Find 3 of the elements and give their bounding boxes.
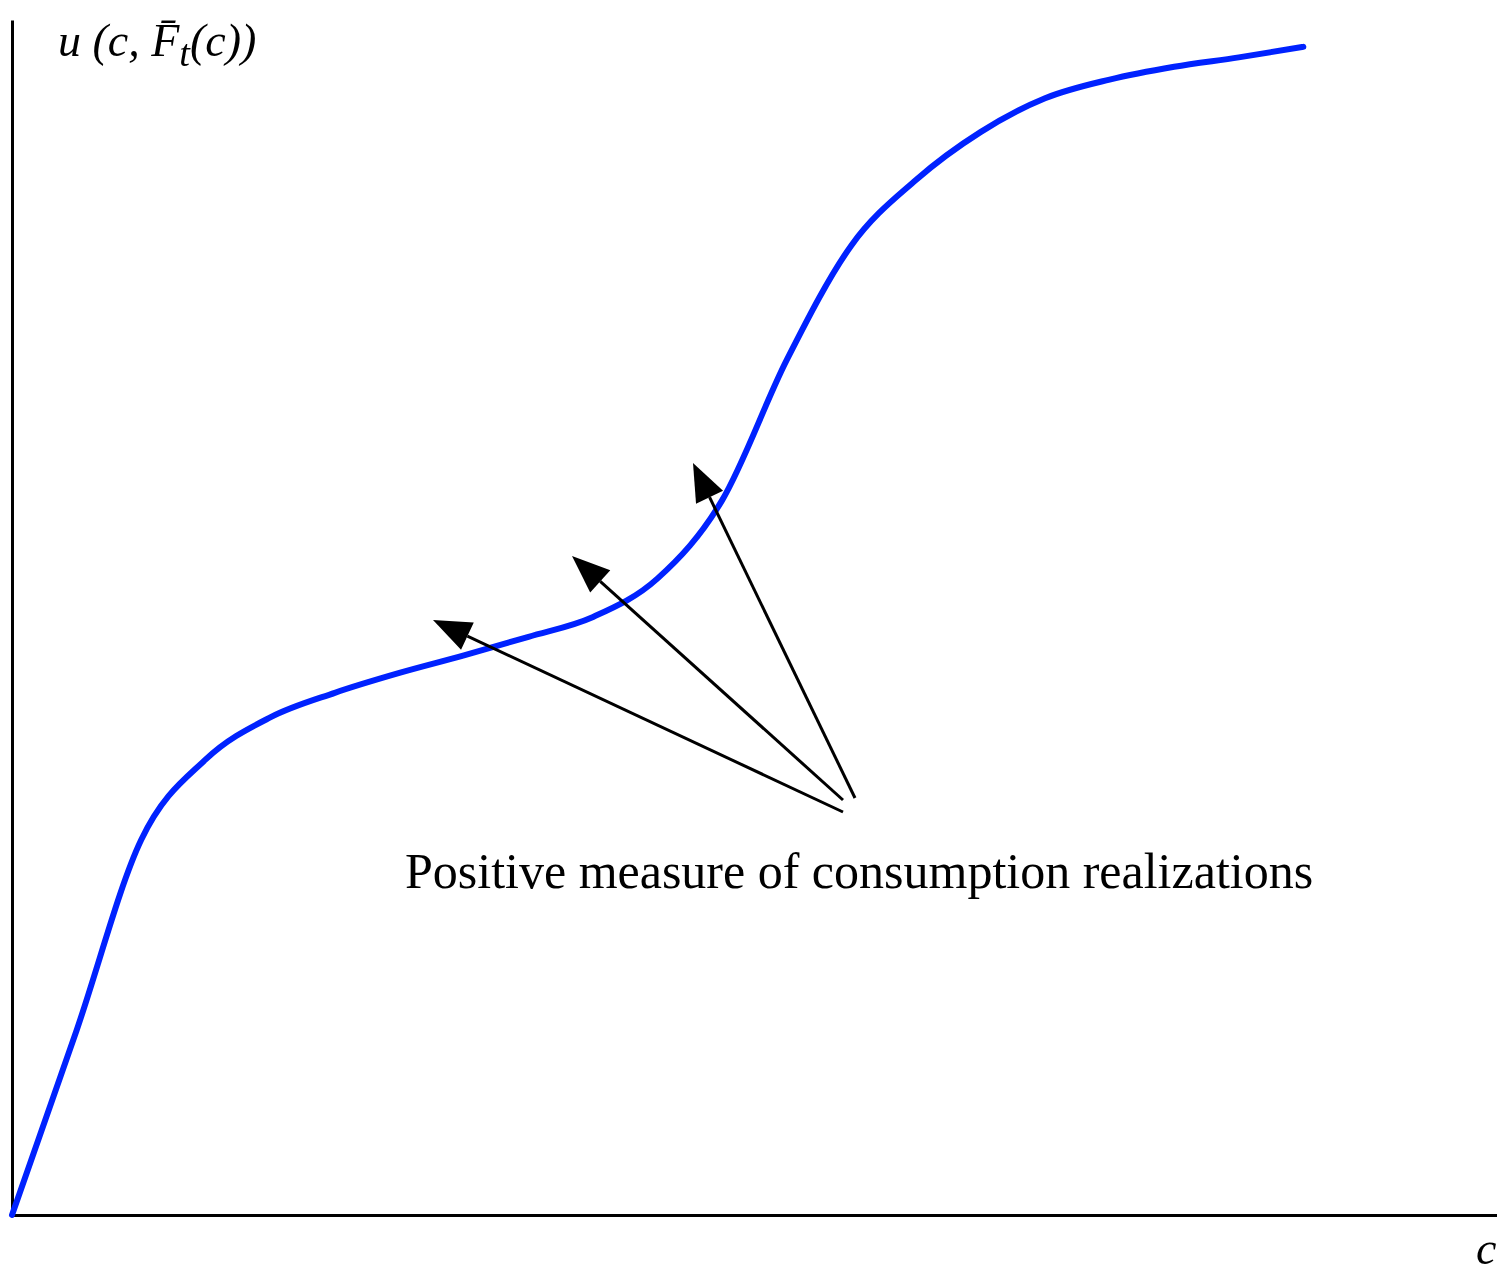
annotation: Positive measure of consumption realizations <box>405 842 1314 900</box>
x-axis-title: c <box>1476 1222 1497 1270</box>
y-axis-title: u (c, F̄$_{t}$(c)) <box>58 14 257 76</box>
